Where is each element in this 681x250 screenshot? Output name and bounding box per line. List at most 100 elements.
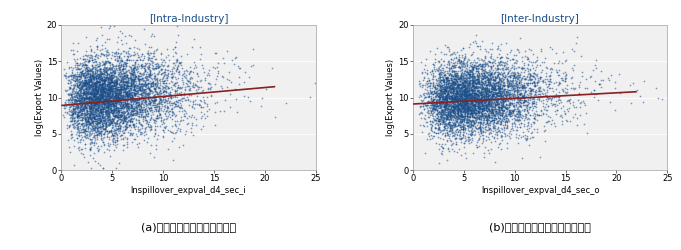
Point: [556, 115, 567, 119]
Point: [106, 98, 116, 102]
Point: [72, 115, 83, 119]
Point: [174, 101, 185, 105]
Point: [95, 85, 106, 89]
Point: [487, 107, 498, 111]
Point: [505, 74, 516, 78]
Point: [116, 80, 127, 84]
Point: [480, 90, 491, 94]
Point: [87, 104, 98, 108]
Point: [464, 70, 475, 73]
Point: [494, 84, 505, 88]
Point: [481, 118, 492, 122]
Point: [91, 38, 102, 42]
Point: [486, 76, 497, 80]
Point: [494, 88, 505, 92]
Point: [74, 67, 84, 71]
Point: [478, 117, 489, 121]
Point: [117, 104, 128, 108]
Point: [461, 102, 472, 106]
Point: [89, 98, 99, 102]
Point: [464, 112, 475, 116]
Point: [150, 87, 161, 91]
Point: [547, 96, 558, 100]
Point: [465, 104, 476, 108]
Point: [179, 88, 190, 92]
Point: [464, 72, 475, 76]
Point: [100, 108, 111, 112]
Point: [74, 102, 85, 106]
Point: [82, 92, 93, 96]
Point: [468, 123, 479, 127]
Point: [498, 104, 509, 108]
Point: [481, 87, 492, 91]
Point: [466, 87, 477, 91]
Point: [91, 93, 102, 97]
Point: [91, 95, 101, 99]
Point: [535, 155, 546, 159]
Point: [462, 118, 473, 122]
Point: [104, 86, 114, 90]
Point: [471, 98, 482, 102]
Point: [114, 87, 125, 91]
Point: [508, 73, 519, 77]
Point: [501, 116, 512, 120]
Point: [91, 88, 102, 92]
Point: [454, 99, 465, 103]
Point: [89, 98, 100, 102]
Point: [170, 90, 181, 94]
Point: [89, 50, 100, 54]
Point: [116, 102, 127, 106]
Point: [170, 104, 180, 108]
Point: [89, 97, 100, 101]
Point: [127, 99, 138, 103]
Point: [439, 59, 450, 63]
Point: [149, 49, 160, 53]
Point: [94, 98, 105, 102]
Point: [513, 109, 524, 113]
Point: [473, 100, 484, 104]
Point: [463, 107, 474, 111]
Point: [466, 52, 477, 56]
Point: [486, 72, 497, 76]
Point: [93, 76, 104, 80]
Point: [473, 69, 484, 73]
Point: [435, 83, 446, 87]
Point: [94, 130, 105, 134]
Point: [469, 86, 479, 90]
Point: [483, 76, 494, 80]
Point: [172, 63, 183, 67]
Point: [437, 102, 448, 106]
Point: [89, 99, 100, 103]
Point: [434, 78, 445, 82]
Point: [74, 97, 84, 101]
Point: [112, 92, 123, 96]
Point: [168, 54, 178, 58]
Point: [456, 103, 466, 107]
Point: [144, 109, 155, 113]
Point: [60, 71, 71, 75]
Point: [478, 155, 489, 159]
Point: [91, 122, 102, 126]
Point: [469, 74, 479, 78]
Point: [490, 99, 501, 103]
Point: [97, 107, 108, 111]
Point: [508, 100, 519, 104]
Point: [108, 133, 118, 137]
Point: [91, 110, 101, 114]
Point: [116, 72, 127, 76]
Point: [442, 102, 453, 106]
Point: [90, 81, 101, 85]
Point: [486, 104, 496, 108]
Point: [83, 107, 94, 111]
Point: [75, 74, 86, 78]
Point: [114, 63, 125, 67]
Point: [501, 114, 511, 118]
Point: [108, 108, 119, 112]
Point: [438, 105, 449, 109]
Point: [130, 38, 141, 42]
Point: [66, 74, 77, 78]
Point: [76, 98, 86, 102]
Point: [503, 83, 513, 87]
Point: [464, 79, 475, 83]
Point: [467, 87, 478, 91]
